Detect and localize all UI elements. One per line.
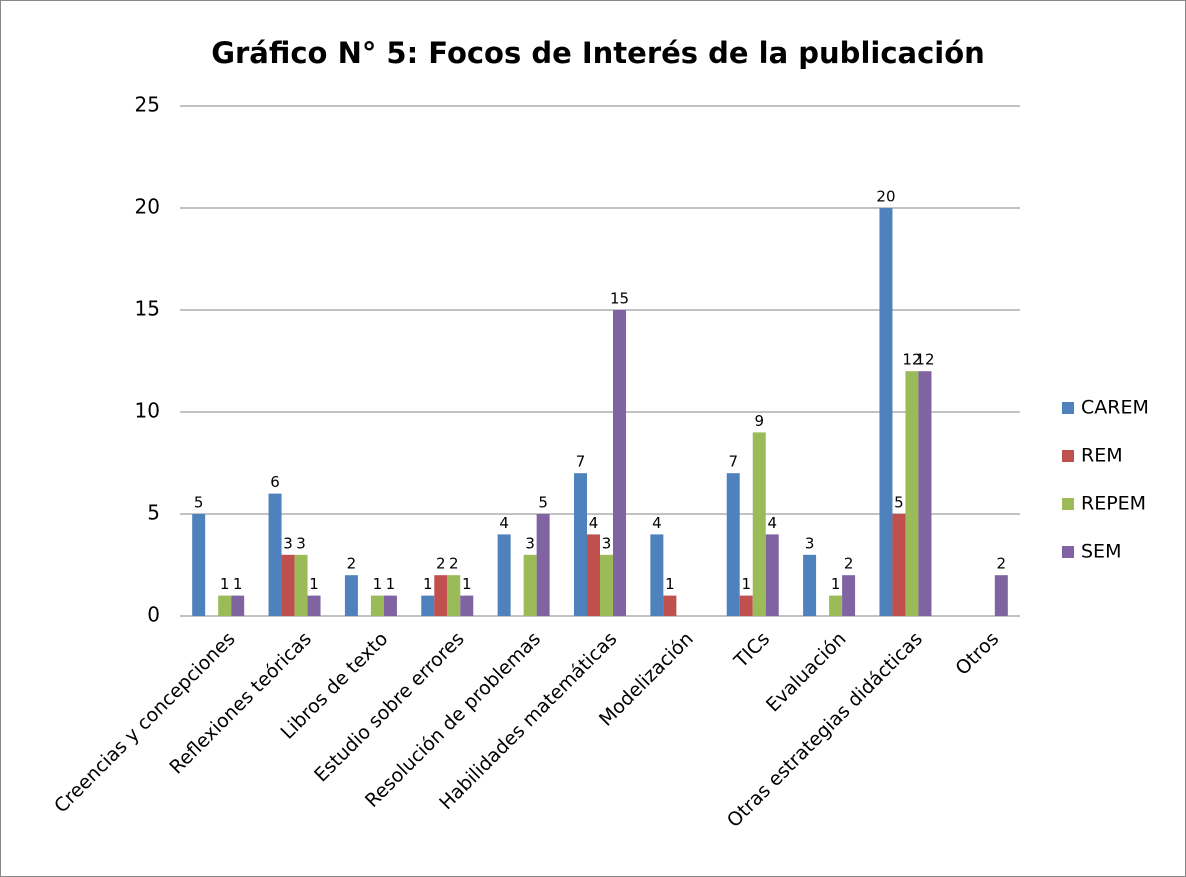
bar bbox=[497, 534, 511, 616]
data-label: 3 bbox=[805, 534, 815, 552]
data-label: 6 bbox=[270, 473, 280, 491]
bar bbox=[434, 575, 448, 616]
bar bbox=[218, 595, 232, 616]
data-label: 1 bbox=[423, 575, 433, 593]
data-label: 1 bbox=[665, 575, 675, 593]
legend-swatch bbox=[1062, 450, 1074, 462]
bar bbox=[344, 575, 358, 616]
bar bbox=[192, 514, 206, 616]
data-label: 3 bbox=[525, 534, 535, 552]
bar bbox=[829, 595, 843, 616]
bar bbox=[447, 575, 461, 616]
bar bbox=[842, 575, 856, 616]
y-tick-label: 25 bbox=[135, 93, 160, 117]
bar bbox=[879, 208, 893, 616]
data-label: 1 bbox=[462, 575, 472, 593]
bar bbox=[905, 371, 919, 616]
chart-title: Gráfico N° 5: Focos de Interés de la pub… bbox=[211, 36, 985, 70]
data-label: 2 bbox=[436, 555, 446, 573]
data-label: 2 bbox=[844, 555, 854, 573]
bar bbox=[892, 514, 906, 616]
data-label: 7 bbox=[728, 453, 738, 471]
data-label: 5 bbox=[194, 494, 204, 512]
y-tick-label: 0 bbox=[147, 603, 160, 627]
y-tick-label: 5 bbox=[147, 501, 160, 525]
bar bbox=[268, 493, 282, 616]
data-label: 1 bbox=[220, 575, 230, 593]
data-label: 1 bbox=[741, 575, 751, 593]
data-label: 20 bbox=[876, 188, 895, 206]
data-label: 3 bbox=[602, 534, 612, 552]
bar bbox=[600, 554, 613, 616]
legend-label: REPEM bbox=[1081, 493, 1146, 515]
data-label: 4 bbox=[652, 514, 662, 532]
bar bbox=[739, 595, 753, 616]
bar bbox=[536, 514, 550, 616]
bar bbox=[231, 595, 245, 616]
bar bbox=[587, 534, 600, 616]
bar bbox=[752, 432, 766, 616]
bar bbox=[574, 473, 587, 616]
bar bbox=[281, 554, 295, 616]
data-label: 4 bbox=[767, 514, 777, 532]
y-tick-label: 15 bbox=[135, 297, 160, 321]
data-label: 12 bbox=[902, 351, 921, 369]
bar bbox=[726, 473, 740, 616]
data-label: 5 bbox=[538, 494, 548, 512]
data-label: 7 bbox=[576, 453, 586, 471]
legend-swatch bbox=[1062, 402, 1074, 414]
data-label: 1 bbox=[831, 575, 841, 593]
data-label: 2 bbox=[997, 555, 1007, 573]
data-label: 3 bbox=[283, 534, 293, 552]
legend-swatch bbox=[1062, 498, 1074, 510]
bar bbox=[421, 595, 435, 616]
y-tick-label: 10 bbox=[135, 399, 160, 423]
bar bbox=[803, 554, 817, 616]
legend-label: REM bbox=[1081, 445, 1123, 467]
legend-swatch bbox=[1062, 546, 1074, 558]
bar bbox=[613, 310, 626, 616]
bar bbox=[523, 554, 537, 616]
data-label: 1 bbox=[386, 575, 396, 593]
data-label: 4 bbox=[589, 514, 599, 532]
data-label: 4 bbox=[499, 514, 509, 532]
bar bbox=[663, 595, 677, 616]
data-label: 15 bbox=[610, 290, 629, 308]
bar bbox=[994, 575, 1008, 616]
data-label: 1 bbox=[373, 575, 383, 593]
y-tick-label: 20 bbox=[135, 195, 160, 219]
bar bbox=[383, 595, 397, 616]
data-label: 12 bbox=[915, 351, 934, 369]
data-label: 9 bbox=[754, 412, 764, 430]
data-label: 2 bbox=[347, 555, 357, 573]
bar bbox=[460, 595, 474, 616]
data-label: 5 bbox=[894, 494, 904, 512]
bar bbox=[650, 534, 664, 616]
bar bbox=[918, 371, 932, 616]
bar bbox=[765, 534, 779, 616]
legend-label: SEM bbox=[1081, 541, 1121, 563]
data-label: 3 bbox=[296, 534, 306, 552]
bar bbox=[307, 595, 321, 616]
data-label: 1 bbox=[233, 575, 243, 593]
bar bbox=[294, 554, 308, 616]
data-label: 1 bbox=[309, 575, 319, 593]
data-label: 2 bbox=[449, 555, 459, 573]
legend-label: CAREM bbox=[1081, 397, 1149, 419]
bar bbox=[370, 595, 384, 616]
